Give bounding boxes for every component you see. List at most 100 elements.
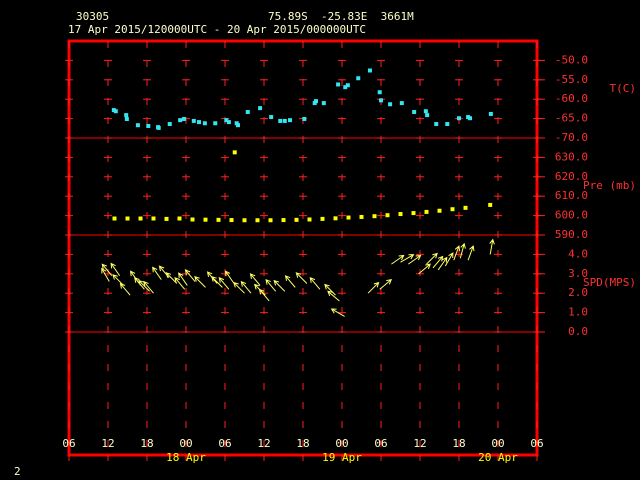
data-point — [202, 121, 207, 126]
x-tick-label: 12 — [101, 437, 114, 450]
wind-arrow — [249, 273, 261, 286]
station-location: 75.89S -25.83E 3661M — [268, 10, 414, 23]
y-tick-label: 1.0 — [568, 306, 588, 319]
data-point — [321, 101, 326, 106]
page-number: 2 — [14, 465, 21, 478]
data-point — [226, 120, 231, 125]
data-point — [242, 218, 247, 223]
data-point — [346, 215, 351, 220]
data-point — [288, 118, 292, 123]
data-point — [488, 111, 493, 116]
wind-arrow — [295, 272, 308, 284]
wind-arrow — [459, 242, 466, 259]
data-point — [138, 216, 143, 221]
data-point — [388, 102, 393, 107]
wind-arrow — [184, 269, 196, 282]
data-point — [333, 216, 338, 221]
x-tick-label: 06 — [218, 437, 231, 450]
wind-arrow — [194, 276, 206, 288]
wind-arrow — [327, 290, 340, 302]
data-point — [314, 99, 318, 104]
y-tick-label: 600.0 — [555, 209, 588, 222]
wind-arrow — [101, 263, 113, 277]
data-point — [156, 125, 161, 130]
data-point — [359, 214, 364, 219]
period: 17 Apr 2015/120000UTC - 20 Apr 2015/0000… — [68, 23, 366, 36]
x-tick-label: 06 — [530, 437, 543, 450]
wind-arrow — [152, 266, 162, 280]
y-tick-label: -65.0 — [555, 112, 588, 125]
data-point — [112, 216, 117, 221]
wind-arrow — [240, 280, 252, 294]
data-point — [372, 214, 377, 219]
wind-arrow — [143, 280, 154, 294]
x-tick-label: 18 — [296, 437, 309, 450]
data-point — [424, 209, 429, 214]
panel-label: SPD(MPS) — [583, 276, 636, 289]
data-point — [445, 122, 450, 127]
data-point — [269, 115, 274, 120]
wind-arrow — [426, 252, 438, 265]
data-point — [229, 218, 234, 223]
wind-arrow — [224, 270, 235, 284]
data-point — [203, 217, 208, 222]
wind-arrow — [178, 272, 188, 286]
y-tick-label: 0.0 — [568, 325, 588, 338]
y-tick-label: 590.0 — [555, 228, 588, 241]
data-point — [151, 216, 156, 221]
data-point — [281, 218, 286, 223]
data-point — [302, 116, 307, 121]
wind-arrow — [324, 283, 336, 296]
x-tick-label: 00 — [335, 437, 348, 450]
x-tick-label: 12 — [257, 437, 270, 450]
data-point — [135, 123, 140, 128]
data-point — [468, 116, 473, 121]
data-point — [434, 122, 439, 127]
wind-arrow — [284, 275, 296, 288]
x-tick-label: 06 — [374, 437, 387, 450]
data-point — [294, 217, 299, 222]
data-point — [197, 120, 201, 125]
data-point — [307, 217, 312, 222]
date-label: 20 Apr — [478, 451, 518, 464]
wind-arrow — [165, 272, 178, 284]
data-point — [457, 116, 461, 121]
wind-arrow — [489, 238, 495, 255]
data-point — [336, 82, 341, 87]
data-point — [450, 207, 455, 212]
wind-arrow — [101, 267, 110, 282]
wind-arrow — [467, 245, 475, 261]
data-point — [278, 118, 283, 123]
data-point — [437, 208, 442, 213]
x-tick-label: 18 — [452, 437, 465, 450]
wind-arrow — [233, 281, 245, 294]
x-tick-label: 00 — [491, 437, 504, 450]
data-point — [385, 213, 390, 218]
wind-arrow — [265, 278, 277, 292]
x-tick-label: 18 — [140, 437, 153, 450]
data-point — [164, 216, 169, 221]
data-point — [320, 216, 325, 221]
y-tick-label: -70.0 — [555, 131, 588, 144]
data-point — [216, 217, 221, 222]
wind-arrow — [400, 254, 415, 263]
data-point — [425, 113, 430, 118]
data-point — [177, 216, 182, 221]
data-point — [367, 68, 372, 73]
wind-arrow — [119, 282, 131, 296]
wind-arrow — [174, 277, 186, 290]
data-point — [113, 109, 118, 114]
y-tick-label: 610.0 — [555, 189, 588, 202]
data-point — [213, 121, 218, 126]
wind-arrow — [273, 279, 286, 292]
data-point — [190, 217, 195, 222]
data-point — [488, 202, 493, 207]
y-tick-label: 4.0 — [568, 247, 588, 260]
data-point — [345, 83, 350, 88]
data-point — [232, 150, 237, 155]
y-tick-label: 620.0 — [555, 170, 588, 183]
x-tick-label: 06 — [62, 437, 75, 450]
data-point — [258, 106, 263, 111]
